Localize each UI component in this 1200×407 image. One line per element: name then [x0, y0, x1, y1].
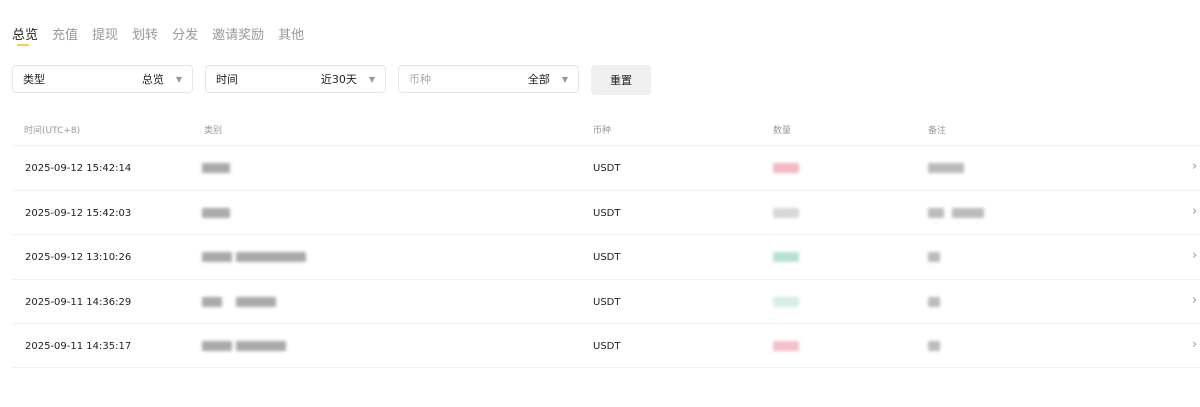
- row-type-redacted: [202, 163, 230, 173]
- row-currency: USDT: [593, 207, 621, 219]
- row-note-redacted: [952, 207, 984, 218]
- reset-button[interactable]: 重置: [591, 65, 651, 95]
- row-type-redacted: [202, 207, 230, 218]
- row-currency: USDT: [593, 296, 621, 308]
- column-header-type: 类别: [204, 126, 223, 136]
- row-amount-redacted: [773, 163, 799, 173]
- time-select[interactable]: 时间 近30天 ▼: [205, 65, 386, 93]
- tab-other[interactable]: 其他: [278, 28, 305, 43]
- tab-bar: 总览 充值 提现 划转 分发 邀请奖励 其他: [12, 24, 305, 46]
- currency-select[interactable]: 币种 全部 ▼: [398, 65, 579, 93]
- row-currency: USDT: [593, 163, 621, 174]
- table-bottom-divider: [12, 367, 1200, 368]
- row-time: 2025-09-12 15:42:03: [25, 207, 132, 219]
- type-value: 总览: [141, 73, 164, 86]
- table-row[interactable]: 2025-09-12 15:42:03 USDT ›: [12, 189, 1200, 235]
- chevron-right-icon[interactable]: ›: [1192, 292, 1198, 308]
- time-value: 近30天: [320, 73, 357, 86]
- row-currency: USDT: [593, 252, 621, 263]
- caret-down-icon: ▼: [561, 74, 568, 84]
- tab-withdraw[interactable]: 提现: [92, 28, 119, 43]
- chevron-right-icon[interactable]: ›: [1192, 337, 1198, 352]
- row-time: 2025-09-12 13:10:26: [25, 252, 132, 263]
- tab-distribution[interactable]: 分发: [172, 28, 199, 43]
- tab-transfer[interactable]: 划转: [132, 28, 159, 43]
- table-row[interactable]: 2025-09-12 15:42:14 USDT ›: [12, 145, 1200, 190]
- column-header-time: 时间(UTC+8): [24, 126, 81, 136]
- row-note-redacted: [928, 252, 940, 262]
- row-type-redacted: [236, 341, 286, 351]
- row-type-redacted: [236, 252, 306, 262]
- row-note-redacted: [928, 341, 940, 351]
- table-row[interactable]: 2025-09-12 13:10:26 USDT ›: [12, 234, 1200, 279]
- tab-deposit[interactable]: 充值: [52, 28, 79, 43]
- tab-overview[interactable]: 总览: [12, 24, 38, 46]
- row-amount-redacted: [773, 207, 799, 218]
- table-row[interactable]: 2025-09-11 14:36:29 USDT ›: [12, 278, 1200, 324]
- row-time: 2025-09-11 14:35:17: [25, 341, 132, 352]
- currency-label: 币种: [409, 73, 431, 86]
- currency-value: 全部: [527, 73, 550, 86]
- tab-referral-rewards[interactable]: 邀请奖励: [212, 28, 265, 43]
- chevron-right-icon[interactable]: ›: [1192, 248, 1198, 263]
- row-time: 2025-09-12 15:42:14: [25, 163, 132, 174]
- caret-down-icon: ▼: [175, 74, 182, 84]
- row-time: 2025-09-11 14:36:29: [25, 296, 132, 308]
- time-label: 时间: [216, 73, 238, 86]
- column-header-currency: 币种: [593, 126, 612, 136]
- row-type-redacted: [236, 296, 276, 307]
- caret-down-icon: ▼: [368, 74, 375, 84]
- row-note-redacted: [928, 296, 940, 307]
- row-amount-redacted: [773, 252, 799, 262]
- column-header-amount: 数量: [773, 126, 792, 136]
- row-note-redacted: [928, 207, 944, 218]
- chevron-right-icon[interactable]: ›: [1192, 159, 1198, 174]
- type-label: 类型: [23, 73, 45, 86]
- table-row[interactable]: 2025-09-11 14:35:17 USDT ›: [12, 323, 1200, 368]
- row-type-redacted: [202, 252, 232, 262]
- row-type-redacted: [202, 341, 232, 351]
- row-type-redacted: [202, 296, 222, 307]
- column-header-note: 备注: [928, 126, 947, 136]
- row-currency: USDT: [593, 341, 621, 352]
- type-select[interactable]: 类型 总览 ▼: [12, 65, 193, 93]
- row-note-redacted: [928, 163, 964, 173]
- row-amount-redacted: [773, 296, 799, 307]
- row-amount-redacted: [773, 341, 799, 351]
- chevron-right-icon[interactable]: ›: [1192, 203, 1198, 219]
